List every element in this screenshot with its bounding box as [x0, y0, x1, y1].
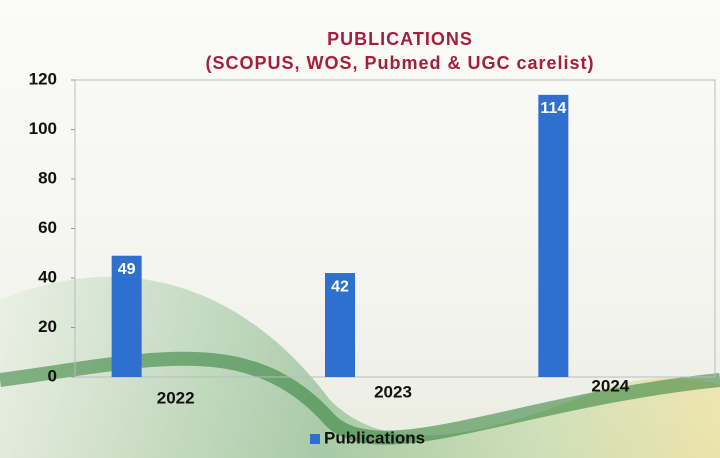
chart-subtitle: (SCOPUS, WOS, Pubmed & UGC carelist) [205, 53, 594, 73]
data-label: 49 [118, 261, 136, 278]
data-label: 42 [331, 278, 349, 295]
legend-label: Publications [324, 428, 425, 447]
x-tick-label: 2024 [591, 376, 629, 395]
y-tick-label: 40 [38, 267, 57, 286]
x-tick-label: 2023 [374, 382, 412, 401]
y-tick-label: 60 [38, 218, 57, 237]
y-tick-label: 120 [29, 69, 57, 88]
y-tick-label: 20 [38, 317, 57, 336]
chart: PUBLICATIONS (SCOPUS, WOS, Pubmed & UGC … [0, 0, 720, 458]
bar [538, 95, 568, 377]
y-tick-label: 100 [29, 119, 57, 138]
y-tick-label: 0 [48, 366, 57, 385]
x-tick-label: 2022 [157, 388, 195, 407]
data-label: 114 [540, 100, 566, 117]
y-tick-label: 80 [38, 168, 57, 187]
chart-title: PUBLICATIONS [327, 29, 473, 49]
legend-swatch [310, 434, 320, 444]
